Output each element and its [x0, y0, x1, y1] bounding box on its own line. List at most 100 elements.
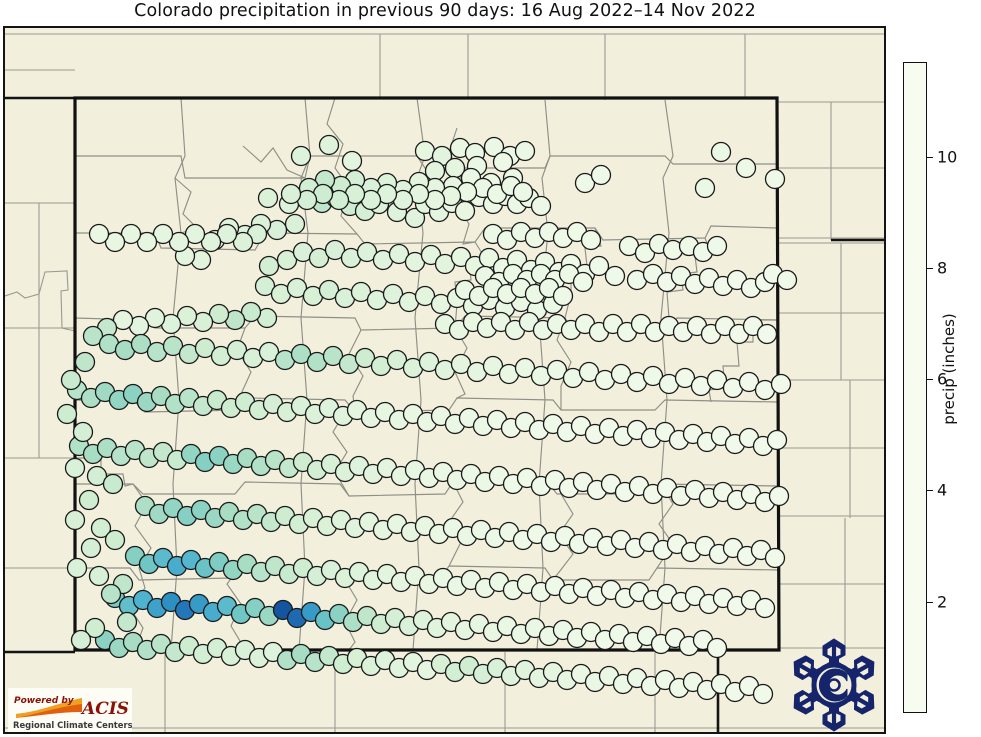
precip-station-marker[interactable]: [706, 235, 728, 257]
precip-station-marker[interactable]: [776, 269, 798, 291]
precip-station-marker[interactable]: [356, 241, 378, 263]
precip-station-marker[interactable]: [66, 557, 88, 579]
precip-station-marker[interactable]: [756, 323, 778, 345]
precip-station-markers[interactable]: [56, 134, 798, 705]
precip-station-marker[interactable]: [382, 283, 404, 305]
precip-station-marker[interactable]: [764, 547, 786, 569]
precip-station-marker[interactable]: [610, 363, 632, 385]
precip-station-marker[interactable]: [64, 509, 86, 531]
precip-station-marker[interactable]: [64, 457, 86, 479]
precip-station-marker[interactable]: [208, 303, 230, 325]
precip-station-marker[interactable]: [514, 140, 536, 162]
precip-station-marker[interactable]: [492, 151, 514, 173]
precip-station-marker[interactable]: [70, 629, 92, 651]
precip-station-marker[interactable]: [735, 157, 757, 179]
precip-station-marker[interactable]: [483, 136, 505, 158]
precip-station-marker[interactable]: [418, 351, 440, 373]
precip-station-marker[interactable]: [514, 357, 536, 379]
precip-station-marker[interactable]: [324, 239, 346, 261]
precip-station-marker[interactable]: [78, 489, 100, 511]
precip-station-marker[interactable]: [258, 341, 280, 363]
precip-station-marker[interactable]: [232, 231, 254, 253]
precip-station-marker[interactable]: [770, 373, 792, 395]
precip-station-marker[interactable]: [546, 359, 568, 381]
precip-station-marker[interactable]: [341, 150, 363, 172]
precip-station-marker[interactable]: [257, 187, 279, 209]
precip-station-marker[interactable]: [168, 231, 190, 253]
precip-station-marker[interactable]: [580, 229, 602, 251]
precip-station-marker[interactable]: [90, 517, 112, 539]
precip-station-marker[interactable]: [766, 429, 788, 451]
precip-station-marker[interactable]: [200, 231, 222, 253]
precip-station-marker[interactable]: [56, 403, 78, 425]
precip-station-marker[interactable]: [112, 309, 134, 331]
precip-station-marker[interactable]: [454, 200, 476, 222]
precip-station-marker[interactable]: [738, 371, 760, 393]
precip-station-marker[interactable]: [322, 345, 344, 367]
precip-station-marker[interactable]: [482, 355, 504, 377]
map-panel[interactable]: [3, 26, 886, 734]
precip-station-marker[interactable]: [136, 231, 158, 253]
precip-station-marker[interactable]: [88, 565, 110, 587]
precip-station-marker[interactable]: [60, 369, 82, 391]
precip-station-marker[interactable]: [102, 473, 124, 495]
precip-station-marker[interactable]: [240, 301, 262, 323]
precip-station-marker[interactable]: [286, 277, 308, 299]
precip-station-marker[interactable]: [284, 213, 306, 235]
precip-station-marker[interactable]: [120, 223, 142, 245]
precip-station-marker[interactable]: [572, 271, 594, 293]
precip-station-marker[interactable]: [450, 353, 472, 375]
colorbar[interactable]: 2 4 6 8 10: [903, 62, 957, 713]
precip-station-marker[interactable]: [350, 281, 372, 303]
precip-station-marker[interactable]: [354, 347, 376, 369]
precip-station-marker[interactable]: [414, 140, 436, 162]
precip-station-marker[interactable]: [768, 485, 790, 507]
precip-station-marker[interactable]: [388, 243, 410, 265]
precip-station-marker[interactable]: [706, 637, 728, 659]
precip-station-marker[interactable]: [754, 597, 776, 619]
precip-station-marker[interactable]: [104, 231, 126, 253]
precip-station-marker[interactable]: [590, 164, 612, 186]
precip-station-marker[interactable]: [104, 529, 126, 551]
precip-station-marker[interactable]: [162, 335, 184, 357]
precip-station-marker[interactable]: [176, 305, 198, 327]
precip-station-marker[interactable]: [88, 223, 110, 245]
precip-station-marker[interactable]: [276, 249, 298, 271]
precip-station-marker[interactable]: [588, 255, 610, 277]
precip-station-marker[interactable]: [308, 247, 330, 269]
precip-station-marker[interactable]: [404, 207, 426, 229]
precip-station-marker[interactable]: [318, 134, 340, 156]
precip-station-marker[interactable]: [144, 307, 166, 329]
precip-station-marker[interactable]: [674, 367, 696, 389]
precip-station-marker[interactable]: [574, 172, 596, 194]
precip-station-marker[interactable]: [82, 325, 104, 347]
precip-station-marker[interactable]: [80, 537, 102, 559]
precip-station-marker[interactable]: [414, 285, 436, 307]
precip-station-marker[interactable]: [290, 343, 312, 365]
precip-station-marker[interactable]: [530, 195, 552, 217]
precip-station-marker[interactable]: [578, 361, 600, 383]
precip-station-marker[interactable]: [184, 223, 206, 245]
precip-station-marker[interactable]: [130, 333, 152, 355]
precip-station-marker[interactable]: [604, 265, 626, 287]
precip-station-marker[interactable]: [216, 223, 238, 245]
precip-station-marker[interactable]: [72, 421, 94, 443]
precip-station-marker[interactable]: [226, 339, 248, 361]
precip-station-marker[interactable]: [764, 168, 786, 190]
precip-station-marker[interactable]: [694, 177, 716, 199]
precip-station-marker[interactable]: [280, 183, 302, 205]
precip-station-marker[interactable]: [84, 617, 106, 639]
precip-station-marker[interactable]: [552, 285, 574, 307]
precip-station-marker[interactable]: [254, 275, 276, 297]
precip-station-marker[interactable]: [74, 351, 96, 373]
precip-station-marker[interactable]: [752, 683, 774, 705]
precip-station-marker[interactable]: [152, 223, 174, 245]
precip-station-marker[interactable]: [512, 181, 534, 203]
precip-station-marker[interactable]: [710, 141, 732, 163]
precip-station-marker[interactable]: [386, 349, 408, 371]
precip-station-marker[interactable]: [642, 365, 664, 387]
precip-station-marker[interactable]: [318, 279, 340, 301]
precip-station-marker[interactable]: [706, 369, 728, 391]
precip-station-marker[interactable]: [194, 337, 216, 359]
precip-station-marker[interactable]: [116, 611, 138, 633]
